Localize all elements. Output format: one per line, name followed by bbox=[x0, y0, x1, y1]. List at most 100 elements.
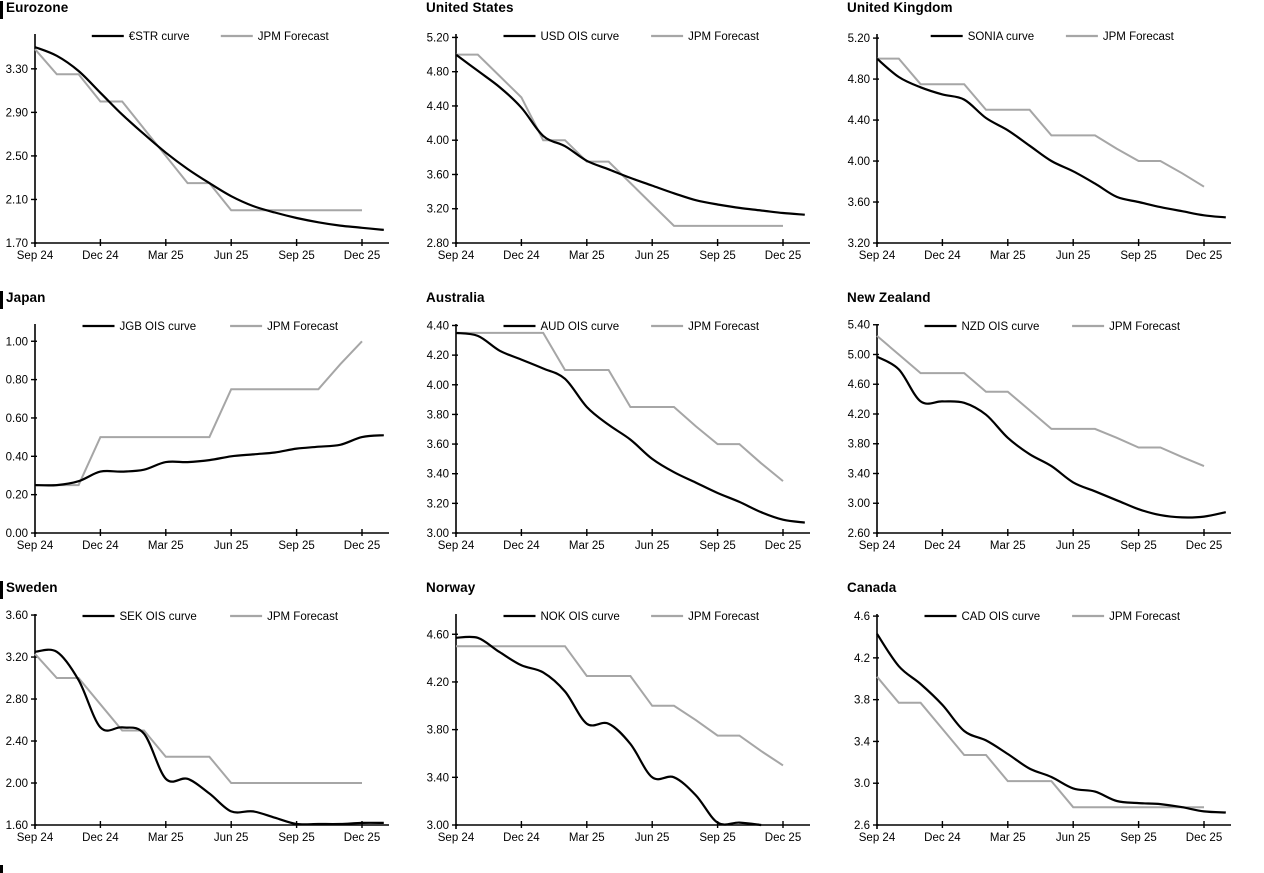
jpm-forecast-line bbox=[456, 53, 783, 227]
jpm-forecast-line bbox=[456, 645, 784, 767]
chart-canvas: AUD OIS curve JPM Forecast 3.00 3.20 3.40 3.6… bbox=[427, 320, 810, 552]
y-tick-label: 1.00 bbox=[6, 336, 28, 348]
y-tick-label: 3.80 bbox=[848, 439, 870, 451]
legend-label-forecast: JPM Forecast bbox=[688, 611, 760, 623]
x-tick-label: Sep 24 bbox=[438, 540, 475, 552]
x-tick-label: Mar 25 bbox=[148, 540, 184, 552]
x-tick-label: Dec 25 bbox=[344, 540, 380, 552]
axes: 1.60 2.00 2.40 2.80 3.20 3.60 Sep 24 Dec 24 Mar … bbox=[6, 610, 389, 844]
x-tick-label: Sep 25 bbox=[1120, 250, 1156, 262]
x-tick-label: Dec 24 bbox=[924, 250, 961, 262]
x-tick-label: Sep 24 bbox=[17, 250, 54, 262]
legend: NZD OIS curve JPM Forecast bbox=[924, 321, 1181, 333]
x-tick-label: Sep 24 bbox=[859, 832, 896, 844]
chart-canvas: NZD OIS curve JPM Forecast 2.60 3.00 3.40 3.8… bbox=[848, 320, 1231, 552]
market-curve-line bbox=[876, 633, 1226, 814]
jpm-forecast-line bbox=[876, 335, 1205, 468]
chart-title: Australia bbox=[426, 290, 485, 305]
y-tick-label: 3.20 bbox=[6, 652, 28, 664]
x-tick-label: Dec 24 bbox=[82, 250, 119, 262]
y-tick-label: 3.8 bbox=[854, 695, 870, 707]
axes: 0.00 0.20 0.40 0.60 0.80 1.00 Sep 24 Dec 24 Mar … bbox=[6, 324, 389, 552]
x-tick-label: Jun 25 bbox=[635, 250, 670, 262]
market-curve-line bbox=[455, 331, 805, 524]
x-tick-label: Dec 24 bbox=[503, 832, 540, 844]
market-curve-line bbox=[34, 434, 384, 487]
x-tick-label: Sep 24 bbox=[17, 832, 54, 844]
axes: 1.70 2.10 2.50 2.90 3.30 Sep 24 Dec 24 Mar 25 Ju… bbox=[6, 34, 389, 262]
axes: 2.80 3.20 3.60 4.00 4.40 4.80 5.20 Sep 24 Dec 24… bbox=[427, 32, 810, 262]
y-tick-label: 4.6 bbox=[854, 611, 870, 623]
chart-title: Norway bbox=[426, 580, 476, 595]
chart-canvas: CAD OIS curve JPM Forecast 2.6 3.0 3.4 3.8 4.2… bbox=[854, 611, 1231, 844]
x-tick-label: Sep 25 bbox=[699, 250, 735, 262]
x-tick-label: Dec 24 bbox=[924, 832, 961, 844]
chart-panel-canada: Canada CAD OIS curve JPM Forecast 2.6 3.0 3.… bbox=[842, 580, 1264, 873]
x-tick-label: Sep 24 bbox=[859, 250, 896, 262]
x-tick-label: Mar 25 bbox=[990, 250, 1026, 262]
legend: AUD OIS curve JPM Forecast bbox=[503, 321, 760, 333]
x-tick-label: Jun 25 bbox=[1056, 250, 1091, 262]
y-tick-label: 3.00 bbox=[848, 498, 870, 510]
x-tick-label: Sep 25 bbox=[1120, 540, 1156, 552]
x-tick-label: Mar 25 bbox=[990, 540, 1026, 552]
chart-canvas: SEK OIS curve JPM Forecast 1.60 2.00 2.40 2.8… bbox=[6, 610, 389, 844]
market-curve-line bbox=[34, 46, 384, 231]
y-tick-label: 2.10 bbox=[6, 194, 28, 206]
x-tick-label: Dec 24 bbox=[82, 540, 119, 552]
x-tick-label: Sep 24 bbox=[17, 540, 54, 552]
y-tick-label: 5.20 bbox=[848, 33, 870, 45]
y-tick-label: 3.60 bbox=[848, 197, 870, 209]
x-tick-label: Sep 25 bbox=[278, 832, 314, 844]
y-tick-label: 3.30 bbox=[6, 64, 28, 76]
y-tick-label: 4.60 bbox=[427, 629, 449, 641]
x-tick-label: Jun 25 bbox=[214, 832, 249, 844]
chart-title: Japan bbox=[6, 290, 46, 305]
y-tick-label: 4.20 bbox=[427, 677, 449, 689]
chart-canvas: SONIA curve JPM Forecast 3.20 3.60 4.00 4.40 4… bbox=[848, 31, 1231, 262]
jpm-forecast-line bbox=[456, 331, 784, 482]
legend: USD OIS curve JPM Forecast bbox=[503, 31, 760, 43]
y-tick-label: 3.20 bbox=[427, 498, 449, 510]
legend-label-curve: NZD OIS curve bbox=[962, 321, 1040, 333]
x-tick-label: Mar 25 bbox=[148, 832, 184, 844]
y-tick-label: 2.40 bbox=[6, 736, 28, 748]
series-group bbox=[876, 57, 1226, 219]
axes: 3.20 3.60 4.00 4.40 4.80 5.20 Sep 24 Dec 24 Mar … bbox=[848, 33, 1231, 262]
y-tick-label: 4.00 bbox=[848, 156, 870, 168]
x-tick-label: Jun 25 bbox=[635, 832, 670, 844]
series-group bbox=[34, 340, 384, 487]
x-tick-label: Dec 24 bbox=[924, 540, 961, 552]
series-group bbox=[34, 46, 384, 231]
y-tick-label: 4.2 bbox=[854, 653, 870, 665]
y-tick-label: 5.40 bbox=[848, 320, 870, 332]
legend-label-forecast: JPM Forecast bbox=[688, 31, 760, 43]
legend-label-forecast: JPM Forecast bbox=[1109, 321, 1181, 333]
x-tick-label: Sep 25 bbox=[699, 540, 735, 552]
chart-title: Canada bbox=[847, 580, 897, 595]
y-tick-label: 3.60 bbox=[427, 169, 449, 181]
chart-canvas: JGB OIS curve JPM Forecast 0.00 0.20 0.40 0.6… bbox=[6, 321, 389, 552]
chart-canvas: NOK OIS curve JPM Forecast 3.00 3.40 3.80 4.2… bbox=[427, 611, 810, 844]
legend-label-forecast: JPM Forecast bbox=[1109, 611, 1181, 623]
x-tick-label: Mar 25 bbox=[569, 540, 605, 552]
y-tick-label: 4.80 bbox=[427, 67, 449, 79]
legend-label-curve: SEK OIS curve bbox=[120, 611, 197, 623]
y-tick-label: 0.20 bbox=[6, 490, 28, 502]
x-tick-label: Mar 25 bbox=[569, 250, 605, 262]
legend-label-forecast: JPM Forecast bbox=[1103, 31, 1175, 43]
cut-off-section-bar-bottom bbox=[0, 865, 3, 873]
x-tick-label: Jun 25 bbox=[214, 540, 249, 552]
y-tick-label: 5.20 bbox=[427, 32, 449, 44]
y-tick-label: 4.40 bbox=[427, 320, 449, 332]
y-tick-label: 2.80 bbox=[427, 238, 449, 250]
x-tick-label: Mar 25 bbox=[990, 832, 1026, 844]
legend: SEK OIS curve JPM Forecast bbox=[82, 611, 339, 623]
chart-panel-united-kingdom: United Kingdom SONIA curve JPM Forecast 3.… bbox=[842, 0, 1264, 290]
legend: CAD OIS curve JPM Forecast bbox=[924, 611, 1181, 623]
x-tick-label: Dec 25 bbox=[1186, 250, 1222, 262]
axes: 2.60 3.00 3.40 3.80 4.20 4.60 5.00 5.40 Sep 24 De… bbox=[848, 320, 1231, 552]
legend: JGB OIS curve JPM Forecast bbox=[82, 321, 339, 333]
jpm-forecast-line bbox=[877, 57, 1205, 188]
legend-label-forecast: JPM Forecast bbox=[267, 611, 339, 623]
